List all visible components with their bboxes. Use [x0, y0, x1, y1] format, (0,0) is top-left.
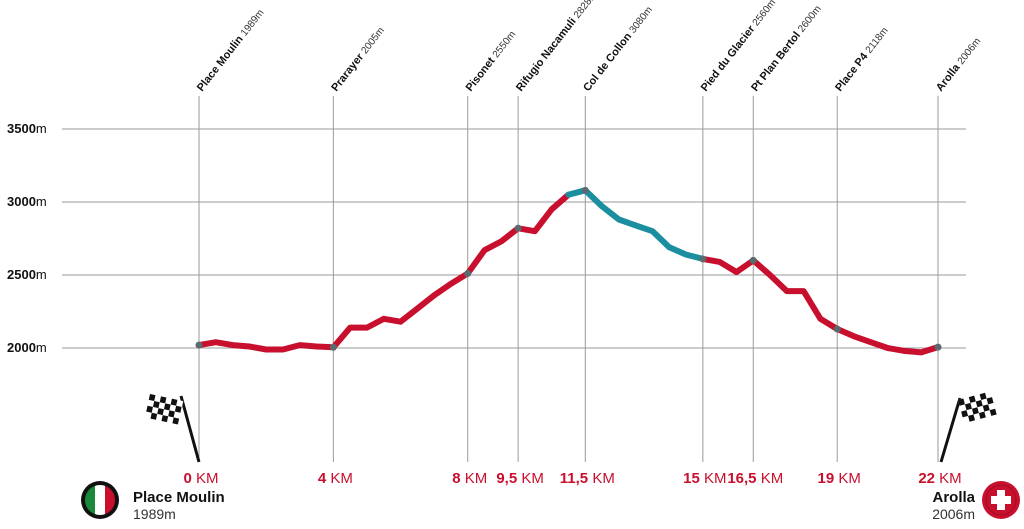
km-label-3: 9,5 KM [496, 470, 544, 487]
km-label-6: 16,5 KM [727, 470, 783, 487]
waypoint-point-4 [582, 187, 589, 194]
waypoint-point-1 [330, 344, 337, 351]
italy-flag-icon [81, 481, 119, 519]
km-label-1: 4 KM [318, 470, 353, 487]
grid-lines [62, 129, 966, 348]
waypoint-point-8 [935, 344, 942, 351]
waypoint-label-8: Arolla 2006m [934, 35, 983, 93]
y-axis-labels: 2000m 2500m 3000m 3500m [7, 121, 47, 355]
waypoint-label-1: Prarayer 2005m [329, 25, 387, 94]
km-label-5: 15 KM [683, 470, 726, 487]
waypoint-label-2: Pisonet 2550m [464, 29, 519, 94]
km-label-4: 11,5 KM [560, 470, 615, 487]
km-label-0: 0 KM [183, 470, 218, 487]
km-labels: 0 KM 4 KM 8 KM 9,5 KM 11,5 KM 15 KM 16,5 KM 19 … [183, 470, 961, 487]
waypoint-point-2 [464, 270, 471, 277]
waypoint-lines [199, 96, 938, 462]
waypoint-point-6 [750, 257, 757, 264]
waypoint-point-0 [196, 342, 203, 349]
y-tick-label-2000: 2000m [7, 340, 47, 355]
km-label-2: 8 KM [452, 470, 487, 487]
y-tick-label-2500: 2500m [7, 267, 47, 282]
waypoint-point-5 [699, 255, 706, 262]
start-location-name: Place Moulin [133, 489, 225, 506]
start-location-altitude: 1989m [133, 506, 176, 522]
finish-location-name: Arolla [932, 489, 975, 506]
km-label-8: 22 KM [918, 470, 961, 487]
finish-checkered-flag-icon [941, 391, 997, 462]
profile-segment-1 [569, 190, 703, 259]
y-tick-label-3000: 3000m [7, 194, 47, 209]
waypoint-labels: Place Moulin 1989m Prarayer 2005m Pisonet … [195, 0, 983, 94]
y-tick-label-3500: 3500m [7, 121, 47, 136]
waypoint-point-3 [515, 225, 522, 232]
profile-segment-2 [703, 259, 938, 353]
switzerland-flag-icon [982, 481, 1020, 519]
waypoint-label-7: Place P4 2118m [833, 25, 891, 94]
start-checkered-flag-icon [145, 394, 199, 462]
elevation-profile [199, 190, 938, 352]
profile-segment-0 [199, 195, 569, 350]
finish-location-altitude: 2006m [932, 506, 975, 522]
waypoint-label-4: Col de Collon 3080m [581, 4, 655, 94]
waypoint-point-7 [834, 326, 841, 333]
waypoint-label-0: Place Moulin 1989m [195, 7, 267, 94]
km-label-7: 19 KM [818, 470, 861, 487]
